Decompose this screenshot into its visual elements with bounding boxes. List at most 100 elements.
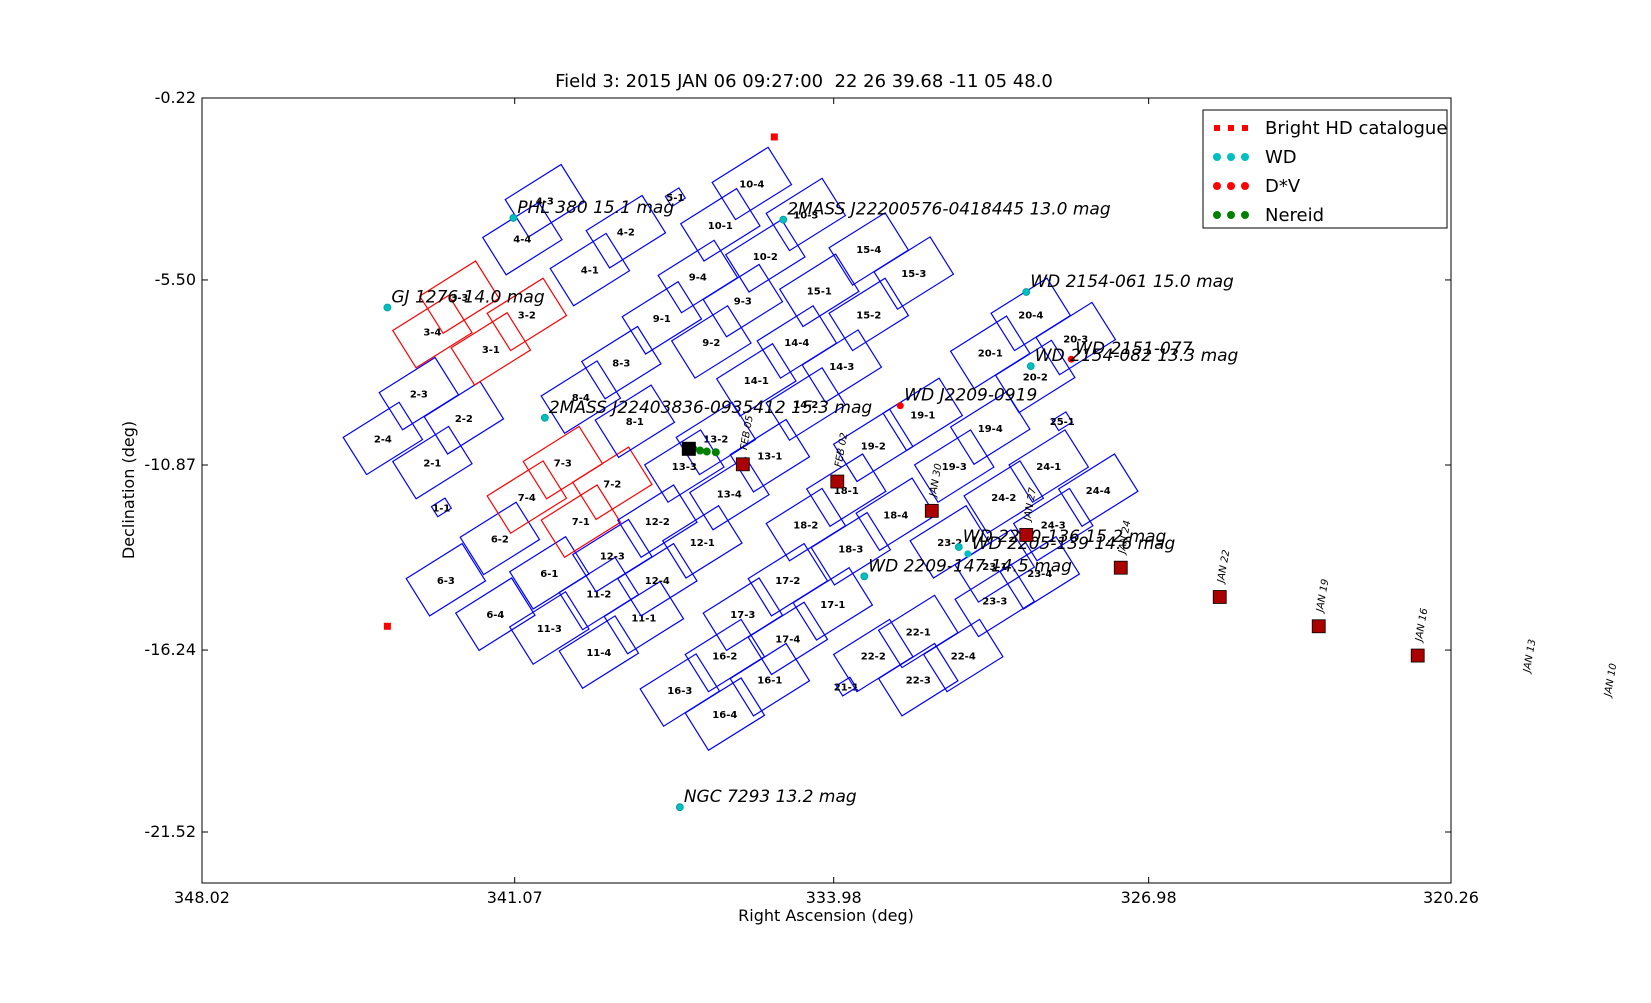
legend-marker xyxy=(1227,211,1235,219)
ccd-chip xyxy=(729,642,811,717)
ccd-chip xyxy=(828,211,910,286)
ccd-chip xyxy=(702,263,784,338)
object-label: 2MASS J22403836-0935412 15.3 mag xyxy=(549,398,873,418)
ccd-chip xyxy=(603,580,685,655)
legend-label: Bright HD catalogue xyxy=(1265,118,1447,139)
ccd-chip-label: 7-4 xyxy=(518,493,536,504)
ccd-chip xyxy=(616,484,698,559)
ccd-chip-label: 18-2 xyxy=(793,521,818,532)
ccd-chip-label: 18-1 xyxy=(834,486,859,497)
ccd-chip xyxy=(657,239,739,314)
ccd-chip xyxy=(963,460,1045,535)
ccd-chip-label: 9-2 xyxy=(702,338,720,349)
ccd-chip xyxy=(1057,453,1139,528)
ccd-chip xyxy=(504,163,586,238)
track-marker xyxy=(1019,528,1034,542)
object-label: 2MASS J22200576-0418445 13.0 mag xyxy=(787,200,1111,220)
ccd-chip xyxy=(558,615,640,690)
ccd-chip-label: 10-1 xyxy=(708,221,733,232)
ccd-chip-label: 24-2 xyxy=(991,493,1016,504)
ccd-chip xyxy=(715,342,797,417)
legend-marker xyxy=(1227,182,1235,190)
ccd-chip xyxy=(540,360,622,435)
ccd-chip-label: 9-3 xyxy=(734,297,752,308)
object-label: WD J2209-0919 xyxy=(904,386,1037,406)
ccd-chip xyxy=(486,277,568,352)
ccd-chip xyxy=(873,236,955,311)
ccd-chip-label: 14-4 xyxy=(784,338,809,349)
ccd-chip-label: 12-3 xyxy=(600,552,625,563)
ccd-chip-label: 19-3 xyxy=(942,462,967,473)
nereid-marker xyxy=(696,446,705,455)
plot-frame xyxy=(201,97,1452,884)
ccd-chip-label: 14-1 xyxy=(744,376,769,387)
ccd-chip xyxy=(508,590,590,666)
ccd-chip-label: 22-4 xyxy=(951,652,976,663)
offplot-date-label: JAN 13 xyxy=(1521,639,1538,676)
wd-marker xyxy=(540,413,549,422)
legend-marker xyxy=(1214,125,1220,131)
ccd-chip-label: 22-2 xyxy=(861,652,886,663)
ccd-chip-label: 20-1 xyxy=(978,348,1003,359)
ccd-chip-label: 2-3 xyxy=(410,390,428,401)
ccd-chip-label: 8-1 xyxy=(626,417,644,428)
ccd-chip xyxy=(378,356,460,431)
hd-star-marker xyxy=(383,622,391,630)
object-label: NGC 7293 13.2 mag xyxy=(684,787,857,807)
axes: 348.02 341.07 333.98 326.98 320.26 -0.22 -5.50… xyxy=(144,88,1479,907)
legend-marker xyxy=(1213,211,1221,219)
track-date-label: JAN 16 xyxy=(1413,607,1430,644)
ccd-chip xyxy=(877,642,959,717)
wd-marker xyxy=(509,214,518,222)
ccd-chip xyxy=(999,535,1081,610)
ccd-chip-label: 15-2 xyxy=(856,310,881,321)
ccd-chip xyxy=(405,542,487,617)
ccd-chip-label: 10-4 xyxy=(739,179,764,190)
x-tick-label: 320.26 xyxy=(1423,888,1479,907)
legend-label: Nereid xyxy=(1265,205,1324,226)
ccd-chip-label: 13-4 xyxy=(717,490,742,501)
ccd-chip-label: 3-1 xyxy=(482,345,500,356)
ccd-chip-label: 14-3 xyxy=(829,362,854,373)
object-label: WD 2205-139 14.6 mag xyxy=(972,534,1176,554)
ccd-chip-label: 6-3 xyxy=(437,576,455,587)
ccd-chip-label: 6-4 xyxy=(486,610,504,621)
track-marker xyxy=(1212,590,1227,604)
wd-marker xyxy=(860,572,869,581)
dv-marker xyxy=(896,402,904,410)
ccd-chip-label: 19-2 xyxy=(861,441,886,452)
ccd-chip-label: 19-4 xyxy=(978,424,1003,435)
ccd-chip xyxy=(670,304,752,379)
track-marker xyxy=(1311,619,1326,634)
ccd-chip xyxy=(661,504,743,579)
track-marker xyxy=(1113,560,1128,575)
ccd-chip xyxy=(756,304,838,379)
ccd-chip xyxy=(949,391,1031,466)
ccd-chip-label: 20-3 xyxy=(1063,335,1088,346)
ccd-chip-label: 22-3 xyxy=(906,676,931,687)
ccd-chip-label: 23-3 xyxy=(982,596,1007,607)
ccd-chip xyxy=(778,253,860,328)
ccd-chip-label: 17-1 xyxy=(820,600,845,611)
ccd-chip xyxy=(882,377,964,452)
ccd-chip xyxy=(835,676,858,697)
ccd-chip-label: 7-2 xyxy=(603,479,621,490)
legend-marker xyxy=(1228,125,1234,131)
legend-marker xyxy=(1213,153,1221,161)
ccd-chip xyxy=(616,542,698,617)
ccd-chip-label: 10-2 xyxy=(753,252,778,263)
ccd-chip-label: 25-1 xyxy=(1050,417,1075,428)
ccd-chip-label: 23-1 xyxy=(982,562,1007,573)
ccd-chip xyxy=(810,511,892,586)
ccd-chip-label: 7-3 xyxy=(554,459,572,470)
y-tick-label: -10.87 xyxy=(144,455,196,474)
ccd-chip xyxy=(909,504,991,579)
ccd-chip xyxy=(585,194,667,269)
track-date-label: JAN 22 xyxy=(1216,549,1233,586)
ccd-chip xyxy=(1012,487,1094,562)
wd-marker xyxy=(954,543,963,551)
ccd-chip xyxy=(688,456,770,531)
ccd-chip xyxy=(679,187,761,262)
ccd-chip xyxy=(643,429,725,504)
ccd-chip xyxy=(1035,301,1117,376)
